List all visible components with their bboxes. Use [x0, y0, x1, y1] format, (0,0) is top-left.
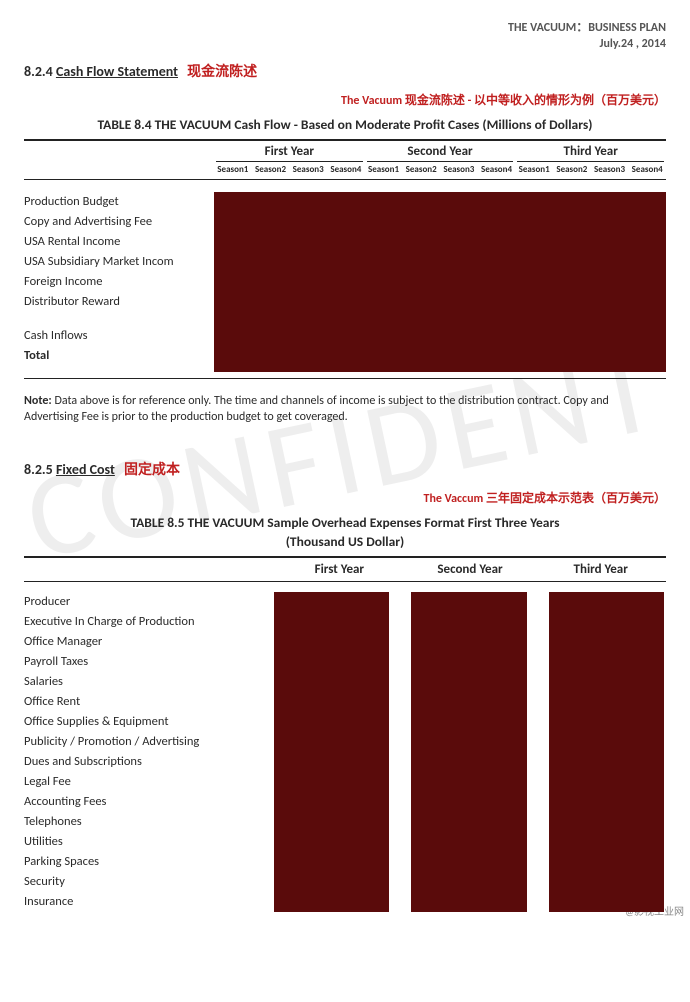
row-label: USA Rental Income [24, 232, 214, 252]
season-label: Season1 [214, 162, 252, 179]
season-label: Season4 [327, 162, 365, 179]
season-label: Season2 [553, 162, 591, 179]
row-label: Payroll Taxes [24, 652, 274, 672]
season-label: Season1 [365, 162, 403, 179]
season-label: Season2 [402, 162, 440, 179]
table-84-season-header: Season1 Season2 Season3 Season4 Season1 … [24, 162, 666, 179]
table-84-year-header: First Year Second Year Third Year [24, 141, 666, 161]
season-label: Season3 [440, 162, 478, 179]
season-label: Season3 [591, 162, 629, 179]
redacted-col-year3 [549, 592, 664, 912]
row-label: Salaries [24, 672, 274, 692]
section-title-en: Cash Flow Statement [56, 63, 178, 80]
section-number: 8.2.5 [24, 461, 53, 478]
row-label: Utilities [24, 832, 274, 852]
table-85-title-sub: (Thousand US Dollar) [24, 533, 666, 550]
redacted-col-year1 [274, 592, 389, 912]
row-label: Copy and Advertising Fee [24, 212, 214, 232]
row-label: Office Rent [24, 692, 274, 712]
row-label: Telephones [24, 812, 274, 832]
section-title-zh: 现金流陈述 [187, 63, 257, 80]
season-label: Season4 [628, 162, 666, 179]
rule [24, 179, 666, 180]
row-label: Distributor Reward [24, 292, 214, 312]
rule [24, 378, 666, 379]
row-label: Insurance [24, 892, 274, 912]
section-825-heading: 8.2.5 Fixed Cost 固定成本 [24, 459, 666, 479]
row-label: Security [24, 872, 274, 892]
row-label: Legal Fee [24, 772, 274, 792]
table-84-note: Note: Data above is for reference only. … [24, 393, 666, 425]
year-header: First Year [214, 141, 365, 161]
spacer [24, 558, 274, 581]
page-content: THE VACUUM：BUSINESS PLAN July.24 , 2014 … [0, 0, 690, 922]
section-number: 8.2.4 [24, 63, 53, 80]
row-label: Office Supplies & Equipment [24, 712, 274, 732]
row-label-total: Total [24, 346, 214, 366]
header-date: July.24 , 2014 [24, 37, 666, 51]
row-label: Office Manager [24, 632, 274, 652]
row-label: USA Subsidiary Market Incom [24, 252, 214, 272]
table-85-title: TABLE 8.5 THE VACUUM Sample Overhead Exp… [24, 514, 666, 531]
row-label: Executive In Charge of Production [24, 612, 274, 632]
season-label: Season4 [478, 162, 516, 179]
table-85: First Year Second Year Third Year Produc… [24, 556, 666, 912]
row-label: Accounting Fees [24, 792, 274, 812]
section-title-en: Fixed Cost [56, 461, 115, 478]
table-85-redacted-columns [274, 592, 666, 912]
section-title-zh: 固定成本 [124, 461, 180, 478]
season-label: Season1 [515, 162, 553, 179]
table-84-caption-zh: The Vacuum 现金流陈述 - 以中等收入的情形为例（百万美元） [24, 91, 666, 108]
year-header: Third Year [535, 558, 666, 581]
row-label: Foreign Income [24, 272, 214, 292]
table-84-title: TABLE 8.4 THE VACUUM Cash Flow - Based o… [24, 116, 666, 133]
table-84-row-labels: Production Budget Copy and Advertising F… [24, 192, 214, 372]
table-85-year-header: First Year Second Year Third Year [24, 558, 666, 581]
header-title: THE VACUUM：BUSINESS PLAN [24, 18, 666, 35]
note-prefix: Note: [24, 394, 52, 408]
table-84-redacted-block [214, 192, 666, 372]
table-84-body: Production Budget Copy and Advertising F… [24, 192, 666, 372]
section-824-heading: 8.2.4 Cash Flow Statement 现金流陈述 [24, 61, 666, 81]
year-header: Third Year [515, 141, 666, 161]
spacer [24, 141, 214, 161]
row-label: Producer [24, 592, 274, 612]
row-label: Dues and Subscriptions [24, 752, 274, 772]
year-header: Second Year [365, 141, 516, 161]
season-label: Season3 [289, 162, 327, 179]
page-header: THE VACUUM：BUSINESS PLAN July.24 , 2014 [24, 18, 666, 51]
season-label: Season2 [252, 162, 290, 179]
note-body: Data above is for reference only. The ti… [24, 394, 609, 424]
table-85-body: Producer Executive In Charge of Producti… [24, 592, 666, 912]
row-label: Parking Spaces [24, 852, 274, 872]
redacted-col-year2 [411, 592, 526, 912]
rule [24, 581, 666, 582]
row-label: Publicity / Promotion / Advertising [24, 732, 274, 752]
table-85-caption-zh: The Vaccum 三年固定成本示范表（百万美元） [24, 489, 666, 506]
table-85-row-labels: Producer Executive In Charge of Producti… [24, 592, 274, 912]
table-84: First Year Second Year Third Year Season… [24, 139, 666, 379]
year-header: First Year [274, 558, 405, 581]
year-header: Second Year [405, 558, 536, 581]
row-label-inflows: Cash Inflows [24, 326, 214, 346]
row-label: Production Budget [24, 192, 214, 212]
